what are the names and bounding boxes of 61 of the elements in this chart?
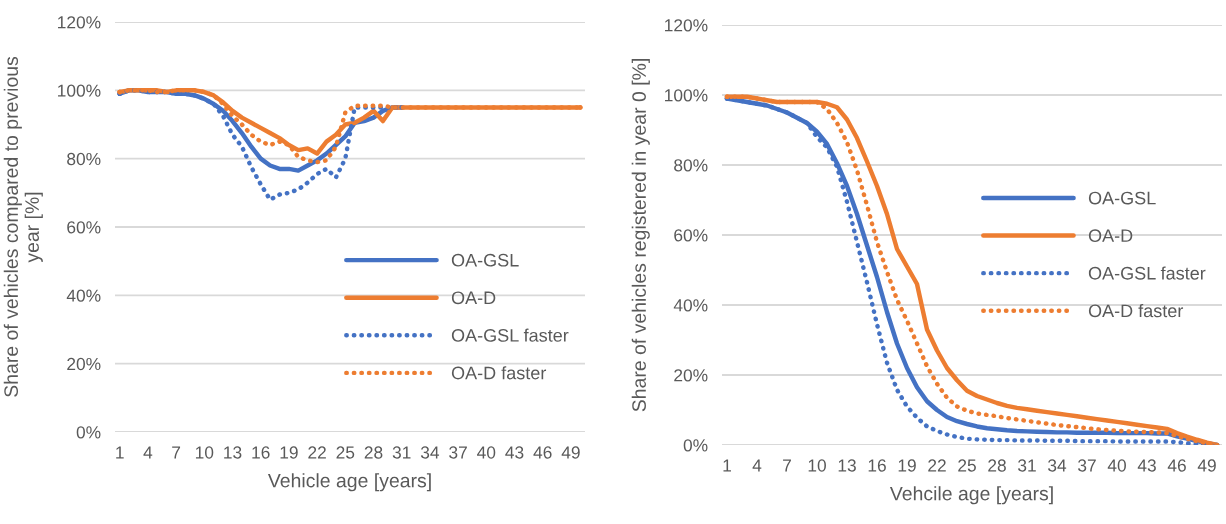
x-tick-label: 43 — [1137, 459, 1156, 472]
x-tick-label: 16 — [252, 446, 270, 459]
x-tick-label: 34 — [420, 446, 440, 459]
x-tick-label: 16 — [868, 459, 886, 472]
x-tick-label: 22 — [928, 459, 946, 472]
y-tick-label: 80% — [67, 152, 101, 166]
x-tick-label: 1 — [723, 459, 731, 472]
x-tick-label: 10 — [195, 446, 214, 459]
x-tick-label: 49 — [1197, 459, 1216, 472]
x-tick-label: 7 — [783, 459, 791, 472]
x-tick-label: 40 — [477, 446, 496, 459]
y-tick-label: 20% — [67, 357, 101, 371]
y-tick-label: 60% — [67, 221, 101, 234]
y-tick-label: 20% — [674, 369, 708, 382]
y-tick-label: 0% — [76, 426, 101, 439]
legend-label: OA-GSL faster — [451, 328, 569, 342]
x-tick-label: 25 — [958, 459, 976, 472]
y-tick-label: 0% — [683, 439, 708, 452]
legend-label: OA-D — [1088, 229, 1133, 243]
x-tick-label: 37 — [1078, 459, 1096, 472]
x-tick-label: 19 — [898, 459, 916, 472]
x-axis-title: Vehicle age [years] — [267, 473, 431, 492]
x-tick-label: 19 — [280, 446, 298, 459]
y-tick-label: 40% — [673, 299, 708, 312]
x-tick-label: 4 — [143, 446, 153, 459]
x-tick-label: 34 — [1048, 459, 1067, 472]
y-tick-label: 100% — [665, 89, 708, 102]
legend-label: OA-GSL faster — [1088, 266, 1206, 280]
legend-label: OA-D faster — [451, 366, 547, 380]
x-tick-label: 37 — [449, 446, 467, 459]
x-tick-label: 49 — [561, 446, 580, 459]
x-tick-label: 13 — [224, 446, 242, 459]
y-tick-label: 60% — [674, 229, 708, 242]
x-tick-label: 4 — [752, 459, 762, 472]
x-tick-label: 13 — [838, 459, 856, 472]
legend-label: OA-D faster — [1088, 304, 1184, 318]
y-tick-label: 120% — [58, 16, 101, 29]
y-tick-label: 120% — [665, 19, 708, 32]
x-tick-label: 31 — [1018, 459, 1036, 472]
x-tick-label: 28 — [988, 459, 1006, 472]
x-tick-label: 25 — [336, 446, 355, 459]
x-tick-label: 31 — [392, 446, 411, 459]
y-tick-label: 80% — [674, 159, 708, 172]
legend-label: OA-GSL — [451, 253, 519, 267]
x-tick-label: 10 — [808, 459, 826, 472]
x-tick-label: 22 — [308, 446, 326, 459]
x-tick-label: 46 — [533, 446, 552, 459]
y-tick-label: 100% — [58, 84, 101, 97]
x-tick-label: 46 — [1167, 459, 1186, 472]
x-tick-label: 40 — [1107, 459, 1126, 472]
x-tick-label: 7 — [172, 446, 181, 459]
x-axis-title: Vehcile age [years] — [889, 486, 1053, 505]
x-tick-label: 43 — [505, 446, 524, 459]
legend-label: OA-GSL — [1088, 191, 1156, 205]
y-axis-title: Share of vehicles compared to previous year [%] — [3, 56, 43, 397]
y-axis-title: Share of vehicles registered in year 0 [%] — [631, 59, 650, 412]
point — [577, 105, 583, 110]
y-tick-label: 40% — [66, 289, 101, 302]
x-tick-label: 1 — [116, 446, 124, 459]
x-tick-label: 28 — [364, 446, 383, 459]
legend-label: OA-D — [451, 291, 496, 305]
